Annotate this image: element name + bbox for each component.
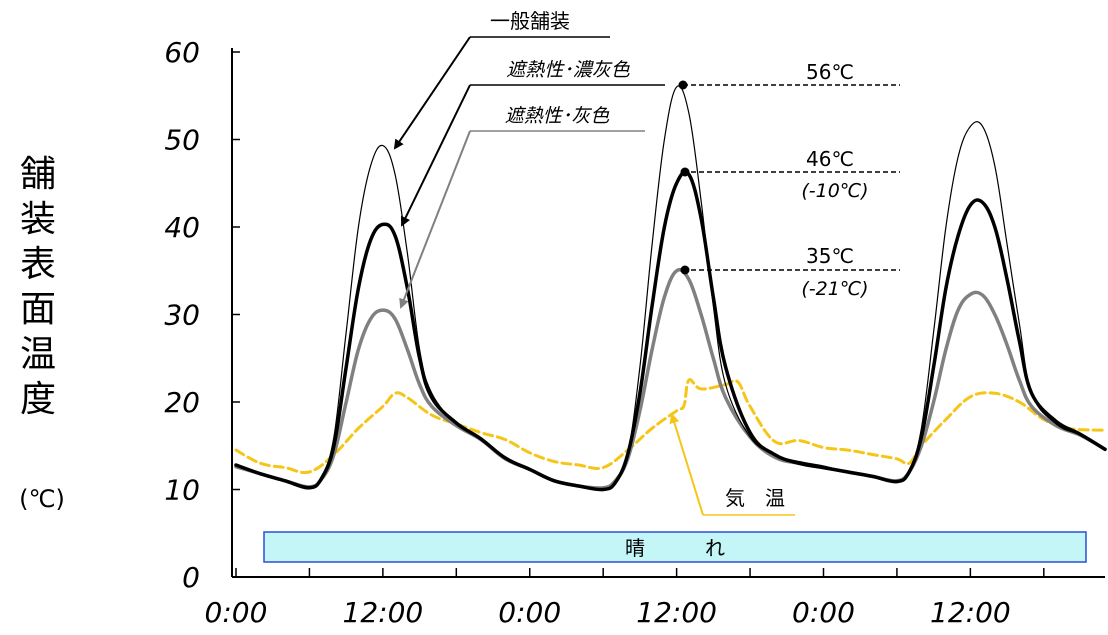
y-tick-label: 10 <box>164 474 200 507</box>
series-line-2 <box>234 267 1107 490</box>
x-tick-label: 12:00 <box>930 596 1011 629</box>
legend-label-gray: 遮熱性･灰色 <box>505 105 611 127</box>
series-line-3 <box>234 378 1107 475</box>
x-tick-label: 12:00 <box>343 596 424 629</box>
y-axis-label-char: 面 <box>20 289 56 330</box>
y-tick-label: 20 <box>164 386 200 419</box>
legend-label-air-temp: 気 温 <box>725 486 785 510</box>
legend-label-dark-gray: 遮熱性･濃灰色 <box>506 59 631 81</box>
y-tick-label: 60 <box>164 36 200 69</box>
x-tick-label: 0:00 <box>498 596 561 629</box>
x-tick-label: 0:00 <box>792 596 855 629</box>
series-line-0 <box>235 85 1106 491</box>
y-axis-label-char: 度 <box>20 379 56 420</box>
legend-callout-dark-gray: 遮熱性･濃灰色 <box>400 59 665 227</box>
series-line-1 <box>234 170 1107 492</box>
legend-callout-gray: 遮熱性･灰色 <box>399 105 645 309</box>
y-tick-label: 40 <box>164 211 200 244</box>
y-tick-label: 30 <box>164 299 200 332</box>
x-tick-label: 0:00 <box>205 596 268 629</box>
legend-callout-general: 一般舗装 <box>393 9 610 150</box>
peak-dot-56 <box>678 80 688 90</box>
y-axis-label-char: 舗 <box>20 154 56 195</box>
weather-label: 晴 れ <box>625 536 725 560</box>
y-tick-label: 0 <box>182 561 200 594</box>
peak-dot-35 <box>680 265 690 275</box>
y-axis-label-char: 表 <box>20 244 56 285</box>
y-axis-unit: (℃) <box>19 485 65 513</box>
annotation-label-35: 35℃ <box>806 244 854 268</box>
legend-callout-air-temp: 気 温 <box>669 413 795 516</box>
annotation-label-46: 46℃ <box>806 147 854 171</box>
annotation-sub-35: (-21℃) <box>801 278 868 300</box>
x-tick-label: 12:00 <box>636 596 717 629</box>
weather-band <box>263 531 1087 563</box>
y-axis-label-char: 装 <box>20 199 56 240</box>
annotation-sub-46: (-10℃) <box>801 180 868 202</box>
y-tick-label: 50 <box>164 124 200 157</box>
y-axis-label-char: 温 <box>20 334 56 375</box>
peak-dot-46 <box>680 167 690 177</box>
annotation-label-56: 56℃ <box>806 60 854 84</box>
legend-label-general: 一般舗装 <box>490 9 570 33</box>
